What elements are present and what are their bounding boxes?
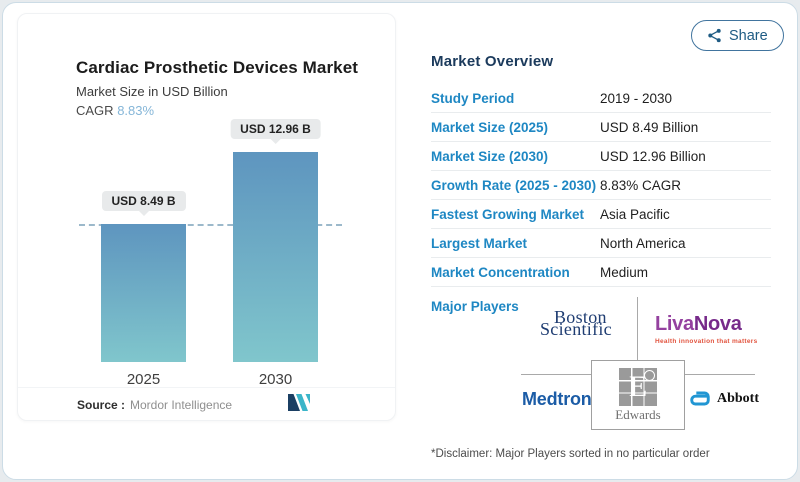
share-button[interactable]: Share: [691, 20, 784, 51]
row-label: Fastest Growing Market: [431, 207, 585, 222]
share-button-label: Share: [729, 27, 768, 44]
table-row: Fastest Growing Market Asia Pacific: [431, 200, 771, 229]
table-row: Growth Rate (2025 - 2030) 8.83% CAGR: [431, 171, 771, 200]
livanova-tagline: Health innovation that matters: [655, 338, 758, 345]
row-label: Largest Market: [431, 236, 528, 251]
row-value: USD 12.96 Billion: [600, 149, 706, 164]
table-row: Market Concentration Medium: [431, 258, 771, 287]
overview-heading: Market Overview: [431, 53, 554, 70]
edwards-logo: E Edwards: [591, 360, 685, 430]
table-row: Market Size (2030) USD 12.96 Billion: [431, 142, 771, 171]
row-label: Study Period: [431, 91, 515, 106]
bar-value-badge: USD 12.96 B: [230, 119, 321, 139]
share-icon: [707, 28, 722, 43]
reference-dashed-line: [79, 224, 342, 226]
row-label: Growth Rate (2025 - 2030): [431, 178, 597, 193]
row-value: Medium: [600, 265, 649, 280]
medtronic-logo: Medtronic: [522, 389, 607, 409]
cagr-label: CAGR: [76, 103, 114, 118]
chart-title: Cardiac Prosthetic Devices Market: [76, 58, 359, 77]
boston-scientific-line2: Scientific: [540, 319, 612, 339]
table-row: Largest Market North America: [431, 229, 771, 258]
row-value: Asia Pacific: [600, 207, 670, 222]
source-label: Source :: [77, 398, 126, 412]
boston-scientific-line1: Boston: [554, 307, 607, 327]
mordor-intelligence-logo-icon: [288, 394, 312, 417]
table-row: Market Size (2025) USD 8.49 Billion: [431, 113, 771, 142]
x-axis-label-2030: 2030: [258, 371, 293, 388]
row-label: Market Concentration: [431, 265, 570, 280]
abbott-a-icon: [689, 390, 711, 407]
row-value: 8.83% CAGR: [600, 178, 682, 193]
table-row: Study Period 2019 - 2030: [431, 84, 771, 113]
chart-panel: Cardiac Prosthetic Devices Market Market…: [17, 13, 396, 421]
row-value: 2019 - 2030: [600, 91, 673, 106]
disclaimer-text: *Disclaimer: Major Players sorted in no …: [431, 448, 710, 460]
bar-2025[interactable]: [101, 224, 186, 362]
abbott-logo: Abbott: [689, 390, 759, 407]
players-divider-vertical: [637, 297, 638, 374]
edwards-wordmark: Edwards: [615, 407, 661, 422]
x-axis-label-2025: 2025: [126, 371, 161, 388]
major-players-label: Major Players: [431, 299, 519, 314]
cagr-value: 8.83%: [117, 103, 155, 118]
chart-cagr: CAGR 8.83%: [76, 103, 154, 118]
source-row: Source : Mordor Intelligence: [18, 387, 395, 422]
source-name: Mordor Intelligence: [130, 398, 233, 412]
chart-subtitle: Market Size in USD Billion: [76, 84, 228, 99]
row-value: North America: [600, 236, 686, 251]
livanova-logo: LivaNova Health innovation that matters: [655, 313, 758, 345]
market-overview-panel: Market Overview Study Period 2019 - 2030…: [431, 3, 775, 479]
row-label: Market Size (2030): [431, 149, 549, 164]
edwards-e-icon: E: [619, 368, 657, 406]
overview-table: Study Period 2019 - 2030 Market Size (20…: [431, 84, 771, 287]
abbott-wordmark: Abbott: [717, 390, 760, 406]
boston-scientific-logo: Boston Scientific: [540, 308, 612, 338]
bar-value-badge: USD 8.49 B: [101, 191, 186, 211]
row-value: USD 8.49 Billion: [600, 120, 699, 135]
row-label: Market Size (2025): [431, 120, 549, 135]
bar-2030[interactable]: [233, 152, 318, 362]
livanova-wordmark: LivaNova: [655, 313, 742, 335]
